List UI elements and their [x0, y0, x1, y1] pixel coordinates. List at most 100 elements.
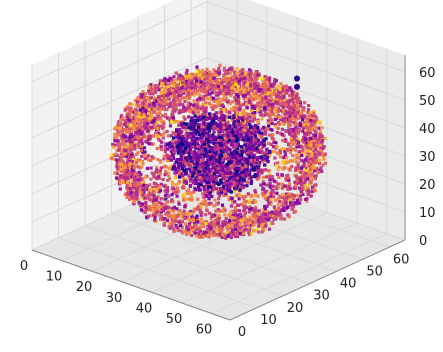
voxel-point	[177, 211, 181, 215]
voxel-point	[124, 139, 128, 143]
voxel-point	[308, 130, 312, 134]
voxel-point	[240, 110, 244, 115]
voxel-point	[295, 122, 300, 126]
voxel-point	[238, 137, 242, 141]
voxel-point	[240, 130, 244, 134]
voxel-point	[263, 75, 267, 79]
voxel-point	[131, 187, 135, 191]
voxel-point	[295, 111, 299, 115]
voxel-point	[164, 197, 168, 201]
voxel-point	[201, 192, 205, 196]
voxel-point	[251, 147, 255, 151]
voxel-point	[186, 213, 190, 218]
voxel-point	[280, 127, 284, 131]
voxel-point	[191, 133, 195, 137]
voxel-point	[297, 99, 301, 103]
voxel-point	[248, 95, 252, 99]
voxel-point	[162, 204, 166, 208]
voxel-point	[253, 81, 257, 86]
voxel-point	[161, 95, 165, 99]
voxel-point	[216, 191, 220, 195]
voxel-point	[182, 177, 186, 181]
voxel-point	[254, 205, 258, 210]
voxel-point	[205, 86, 209, 90]
voxel-point	[114, 152, 118, 156]
voxel-point	[281, 183, 285, 187]
voxel-point	[184, 74, 188, 79]
voxel-point	[241, 176, 245, 180]
voxel-point	[173, 176, 177, 180]
voxel-point	[175, 107, 179, 111]
voxel-point	[262, 151, 266, 155]
voxel-point	[261, 99, 265, 103]
voxel-point	[189, 122, 193, 127]
voxel-point	[210, 91, 214, 95]
voxel-point	[167, 88, 171, 92]
voxel-point	[293, 114, 297, 118]
voxel-point	[237, 192, 241, 196]
voxel-point	[236, 173, 241, 177]
voxel-point	[205, 93, 209, 97]
voxel-point	[167, 173, 171, 178]
voxel-point	[232, 106, 236, 110]
voxel-point	[126, 183, 131, 188]
voxel-point	[240, 202, 244, 206]
voxel-point	[233, 127, 237, 131]
voxel-point	[248, 217, 252, 221]
voxel-point	[229, 204, 234, 208]
voxel-point	[179, 142, 183, 146]
voxel-point	[254, 141, 258, 145]
voxel-point	[139, 208, 143, 212]
voxel-point	[270, 97, 274, 101]
voxel-point	[232, 73, 237, 77]
voxel-point	[192, 171, 196, 175]
voxel-point	[211, 113, 215, 117]
voxel-point	[223, 107, 227, 111]
voxel-point	[233, 200, 237, 204]
voxel-point	[203, 190, 207, 194]
voxel-point	[161, 134, 165, 138]
voxel-point	[175, 83, 179, 87]
voxel-point	[192, 190, 196, 194]
voxel-point	[158, 217, 163, 221]
voxel-point	[286, 148, 290, 152]
voxel-point	[302, 153, 306, 157]
voxel-point	[296, 140, 301, 144]
voxel-point	[207, 153, 211, 157]
voxel-point	[238, 209, 242, 213]
voxel-point	[242, 169, 246, 173]
voxel-point	[246, 192, 250, 196]
voxel-point	[185, 97, 189, 101]
voxel-point	[129, 115, 133, 119]
voxel-point	[195, 214, 199, 218]
voxel-point	[319, 169, 323, 174]
voxel-point	[273, 117, 277, 121]
voxel-point	[145, 166, 150, 170]
voxel-point	[315, 154, 319, 158]
voxel-point	[203, 199, 207, 203]
voxel-point	[172, 118, 176, 123]
voxel-point	[179, 147, 183, 151]
voxel-point	[265, 210, 269, 214]
voxel-point	[294, 168, 298, 172]
voxel-point	[249, 89, 253, 93]
voxel-point	[126, 189, 130, 193]
voxel-point	[157, 131, 161, 135]
voxel-point	[170, 113, 174, 117]
voxel-point	[218, 193, 222, 197]
voxel-point	[161, 136, 165, 140]
voxel-point	[299, 190, 304, 194]
voxel-point	[165, 190, 169, 194]
voxel-point	[188, 126, 192, 130]
voxel-point	[173, 94, 177, 99]
voxel-point	[154, 185, 158, 189]
voxel-point	[254, 175, 258, 179]
voxel-point	[300, 118, 305, 122]
voxel-point	[130, 119, 134, 124]
voxel-point	[256, 165, 260, 169]
voxel-point	[172, 227, 176, 231]
voxel-point	[292, 147, 296, 151]
voxel-point	[290, 164, 294, 169]
voxel-point	[128, 139, 132, 144]
voxel-point	[244, 124, 248, 128]
